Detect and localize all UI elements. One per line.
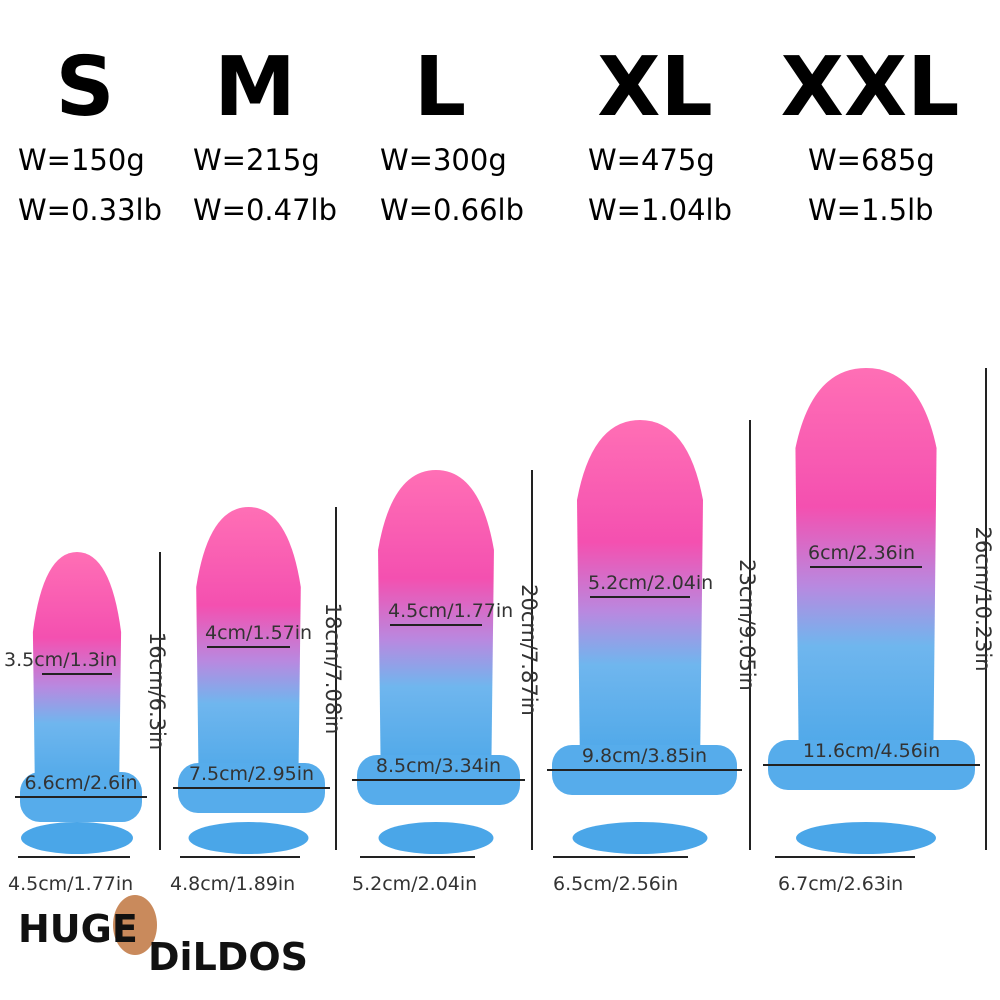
weight-pounds: W=0.66lb [380,193,524,227]
base-length-label: 7.5cm/2.95in [189,763,314,785]
suction-cup [378,822,494,854]
size-name: L [414,40,466,135]
logo-icon [113,895,157,955]
base-width-label: 4.5cm/1.77in [8,873,133,895]
suction-cup [796,822,936,854]
length-label: 26cm/10.23in [971,526,995,671]
suction-cup [188,822,309,854]
weight-grams: W=150g [18,143,145,177]
product-shaft [577,420,703,770]
weight-grams: W=215g [193,143,320,177]
size-name: XL [597,40,712,135]
weight-grams: W=300g [380,143,507,177]
weight-pounds: W=1.5lb [808,193,934,227]
logo: HUGE DiLDOS [18,895,308,979]
base-width-label: 6.5cm/2.56in [553,873,678,895]
base-length-label: 9.8cm/3.85in [582,745,707,767]
base-length-label: 11.6cm/4.56in [803,740,940,762]
length-label: 23cm/9.05in [735,559,759,691]
weight-pounds: W=0.47lb [193,193,337,227]
size-column: L W=300g W=0.66lb 4.5cm/1.77in 20cm/7.87in 8.… [352,40,541,895]
size-name: S [55,40,114,135]
size-name: M [214,40,296,135]
base-length-label: 6.6cm/2.6in [24,772,137,794]
head-width-label: 5.2cm/2.04in [588,572,713,594]
length-label: 20cm/7.87in [517,584,541,716]
base-width-label: 5.2cm/2.04in [352,873,477,895]
weight-grams: W=475g [588,143,715,177]
logo-line1: HUGE [18,907,138,951]
base-width-label: 6.7cm/2.63in [778,873,903,895]
size-column: XXL W=685g W=1.5lb 6cm/2.36in 26cm/10.23in 11… [763,40,995,895]
weight-grams: W=685g [808,143,935,177]
size-column: M W=215g W=0.47lb 4cm/1.57in 18cm/7.08in 7.5c… [170,40,345,895]
base-length-label: 8.5cm/3.34in [376,755,501,777]
logo-line2: DiLDOS [148,935,308,979]
size-column: S W=150g W=0.33lb 3.5cm/1.3in 16cm/6.3in 6.6c… [4,40,169,895]
weight-pounds: W=1.04lb [588,193,732,227]
head-width-label: 3.5cm/1.3in [4,649,117,671]
size-column: XL W=475g W=1.04lb 5.2cm/2.04in 23cm/9.05in 9… [547,40,759,895]
weight-pounds: W=0.33lb [18,193,162,227]
head-width-label: 4cm/1.57in [205,622,312,644]
suction-cup [572,822,708,854]
length-label: 18cm/7.08in [321,603,345,735]
head-width-label: 6cm/2.36in [808,542,915,564]
length-label: 16cm/6.3in [145,632,169,750]
size-name: XXL [781,40,960,135]
head-width-label: 4.5cm/1.77in [388,600,513,622]
base-width-label: 4.8cm/1.89in [170,873,295,895]
suction-cup [21,822,133,854]
